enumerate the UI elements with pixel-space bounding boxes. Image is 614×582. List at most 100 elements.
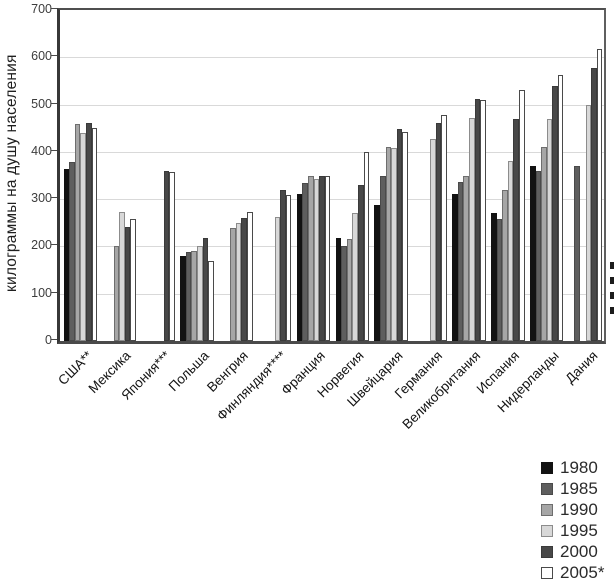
bar-1980-Испания — [491, 213, 497, 341]
bar-1995-Швейцария — [391, 148, 397, 341]
bar-slot — [491, 10, 497, 341]
bar-slot — [402, 10, 409, 341]
edge-artifact-mark — [610, 292, 614, 299]
legend-swatch-icon — [541, 524, 553, 537]
legend-item: 1985 — [541, 478, 614, 499]
y-tick-label: 700 — [31, 2, 52, 16]
bar-slot — [191, 10, 197, 341]
bar-slot — [208, 10, 214, 341]
bar-slot — [396, 10, 403, 341]
bar-1985-США — [69, 162, 75, 341]
bar-1990-Швейцария — [385, 147, 392, 341]
bar-slot — [241, 10, 248, 341]
bar-2000-Швейцария — [396, 129, 403, 341]
y-tick-label: 600 — [31, 49, 52, 64]
bar-2000-Германия — [435, 122, 442, 341]
bar-group — [296, 10, 331, 341]
bar-1995-США — [80, 132, 86, 341]
y-tick-label: 100 — [31, 285, 52, 300]
bar-1990-Франция — [307, 176, 314, 341]
y-tick-mark — [51, 8, 57, 9]
bar-slot — [319, 10, 325, 341]
bar-1990-Нидерланды — [541, 147, 547, 341]
bar-2005-Испания — [519, 90, 525, 341]
y-tick-mark — [51, 244, 57, 246]
gridline — [60, 151, 604, 153]
legend-label: 1990 — [560, 500, 598, 519]
bar-2005-Финляндия — [285, 195, 292, 341]
legend-swatch-icon — [541, 503, 553, 516]
bar-2000-Мексика — [124, 226, 131, 341]
bar-slot — [302, 10, 308, 341]
bar-1995-Франция — [313, 178, 320, 341]
legend-swatch-icon — [541, 482, 553, 495]
bar-slot — [574, 10, 580, 341]
bar-1990-Польша — [191, 251, 197, 341]
gridline — [60, 104, 604, 106]
bar-slot — [235, 10, 242, 341]
bar-slot — [502, 10, 508, 341]
x-tick-label: Дания — [562, 348, 601, 387]
bar-2005-Великобритания — [480, 99, 486, 341]
bar-2005-Япония — [169, 171, 175, 341]
bar-1985-Швейцария — [380, 176, 386, 341]
bar-slot — [591, 10, 597, 341]
bar-group — [569, 10, 603, 341]
bar-2000-Дания — [591, 67, 597, 341]
bar-1990-Норвегия — [346, 239, 353, 341]
bar-slot — [313, 10, 320, 341]
bar-slot — [552, 10, 558, 341]
gridline — [60, 57, 604, 59]
bar-1980-Швейцария — [374, 204, 381, 341]
bar-1995-Нидерланды — [546, 118, 553, 341]
bar-1995-Германия — [430, 139, 436, 341]
edge-artifact-mark — [610, 307, 614, 314]
bar-slot — [391, 10, 397, 341]
bar-slot — [352, 10, 358, 341]
bar-2005-Германия — [441, 114, 447, 341]
bar-2005-Швейцария — [402, 132, 409, 341]
bar-slot — [519, 10, 525, 341]
bar-slot — [480, 10, 486, 341]
bar-2005-Венгрия — [247, 212, 253, 341]
gridline — [60, 293, 604, 295]
bar-1995-Венгрия — [235, 222, 242, 341]
bar-1985-Норвегия — [341, 246, 347, 341]
legend: 1980 1985 1990 1995 2000 2005* — [541, 457, 614, 582]
bar-1990-США — [74, 123, 81, 341]
y-tick-label: 400 — [31, 143, 52, 158]
bar-slot — [202, 10, 209, 341]
legend-item: 2005* — [541, 562, 614, 582]
gridline — [60, 199, 604, 201]
bar-slot — [280, 10, 286, 341]
bar-slot — [74, 10, 81, 341]
bar-1980-Великобритания — [452, 194, 458, 341]
bar-1995-Польша — [196, 246, 203, 341]
bar-slot — [596, 10, 603, 341]
bar-slot — [457, 10, 464, 341]
bar-2000-Нидерланды — [552, 85, 558, 341]
bar-slot — [474, 10, 481, 341]
bar-1990-Мексика — [113, 246, 120, 341]
bar-slot — [113, 10, 120, 341]
bar-slot — [80, 10, 86, 341]
bar-1990-Венгрия — [230, 227, 236, 341]
bar-2000-Финляндия — [280, 189, 286, 341]
bar-2005-Нидерланды — [557, 75, 564, 341]
y-tick-mark — [51, 55, 57, 57]
bar-1990-Великобритания — [463, 176, 469, 341]
bar-1990-Испания — [502, 189, 508, 341]
bar-slot — [346, 10, 353, 341]
bar-slot — [335, 10, 342, 341]
legend-label: 1995 — [560, 521, 598, 540]
bar-slot — [285, 10, 292, 341]
bar-1980-Норвегия — [335, 237, 342, 341]
bar-slot — [163, 10, 170, 341]
bar-1980-Нидерланды — [529, 166, 536, 341]
bar-slot — [196, 10, 203, 341]
legend-item: 2000 — [541, 541, 614, 562]
bar-slot — [380, 10, 386, 341]
bar-group — [180, 10, 214, 341]
bar-slot — [274, 10, 281, 341]
bar-slot — [385, 10, 392, 341]
